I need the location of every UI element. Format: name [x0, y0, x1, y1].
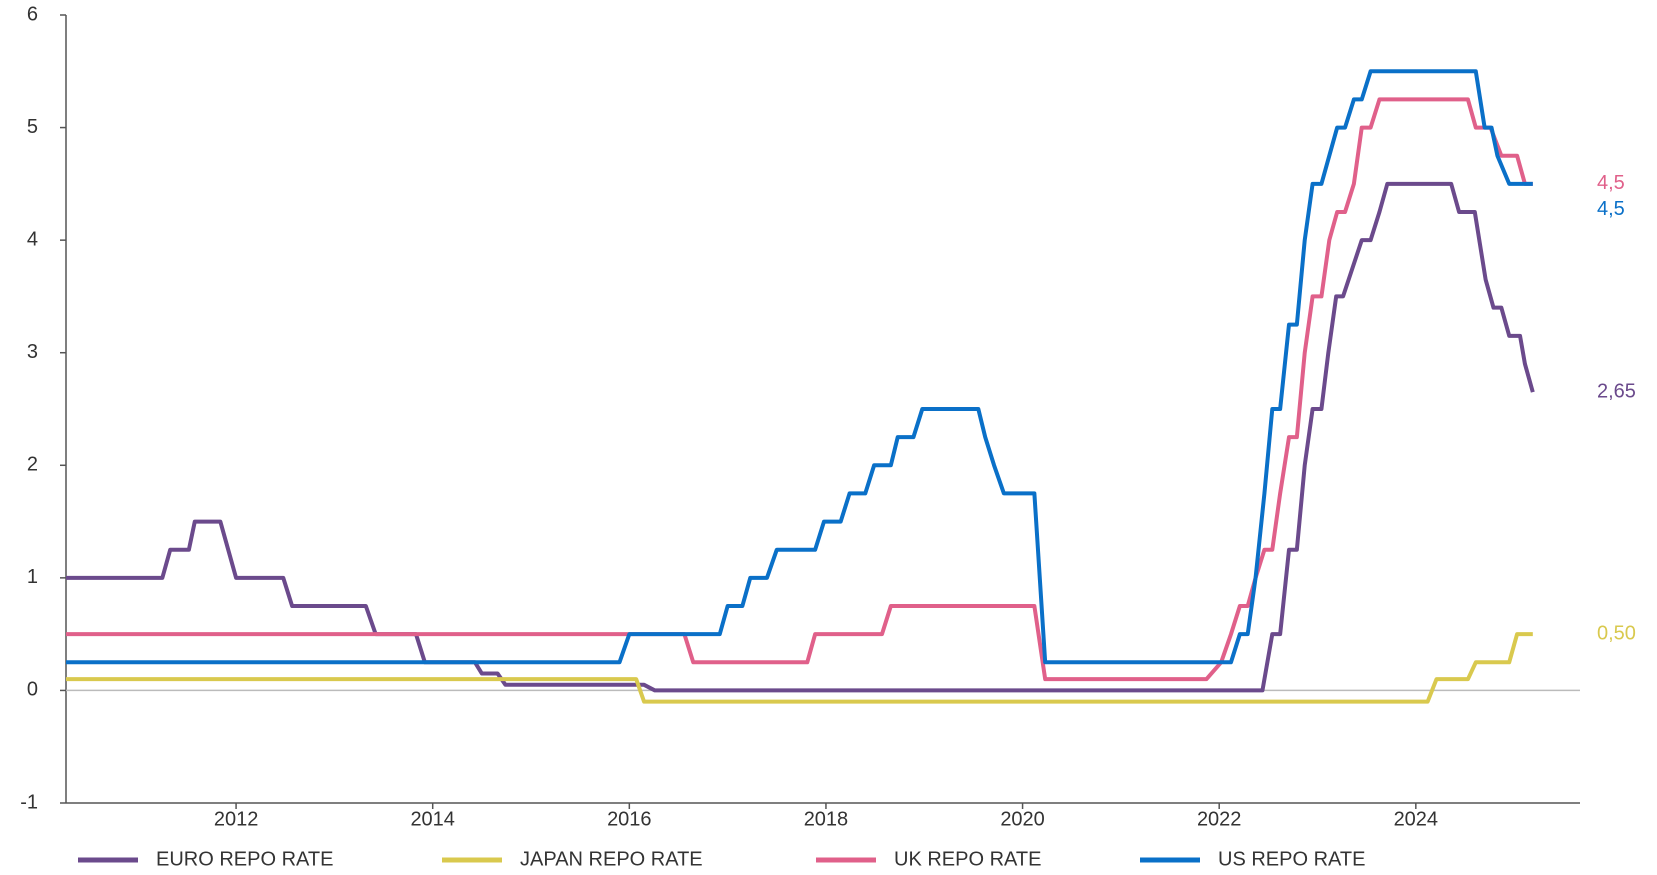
x-tick-label: 2012 — [214, 808, 259, 830]
x-tick-label: 2020 — [1000, 808, 1045, 830]
x-tick-label: 2014 — [410, 808, 455, 830]
end-label: 4,5 — [1597, 198, 1625, 220]
y-tick-label: 4 — [27, 228, 38, 250]
end-label: 2,65 — [1597, 380, 1636, 402]
x-tick-label: 2018 — [804, 808, 849, 830]
legend-label: JAPAN REPO RATE — [520, 848, 703, 870]
legend-label: EURO REPO RATE — [156, 848, 333, 870]
end-label: 0,50 — [1597, 622, 1636, 644]
y-tick-label: 0 — [27, 679, 38, 701]
legend-label: UK REPO RATE — [894, 848, 1041, 870]
y-tick-label: -1 — [20, 791, 38, 813]
legend-label: US REPO RATE — [1218, 848, 1365, 870]
end-label: 4,5 — [1597, 172, 1625, 194]
y-tick-label: 5 — [27, 116, 38, 138]
y-tick-label: 6 — [27, 3, 38, 25]
series-line — [66, 632, 1533, 704]
x-tick-label: 2016 — [607, 808, 652, 830]
y-tick-label: 3 — [27, 341, 38, 363]
series-line — [66, 69, 1533, 665]
x-tick-label: 2022 — [1197, 808, 1242, 830]
y-tick-label: 1 — [27, 566, 38, 588]
y-tick-label: 2 — [27, 454, 38, 476]
x-tick-label: 2024 — [1394, 808, 1439, 830]
series-line — [66, 97, 1533, 682]
series-line — [66, 181, 1535, 693]
